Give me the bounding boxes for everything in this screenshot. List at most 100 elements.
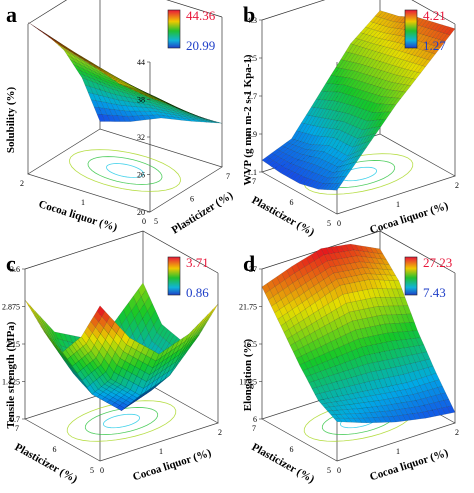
surface-cell xyxy=(32,310,42,323)
surface-cell xyxy=(119,83,128,88)
z-tick-label: 26 xyxy=(137,171,145,180)
surface-cell xyxy=(106,81,116,88)
floor-contour-c-2 xyxy=(84,407,159,435)
surface-cell xyxy=(384,13,393,21)
surface-cell xyxy=(81,377,91,388)
surface-cell xyxy=(289,272,298,284)
surface-cell xyxy=(325,367,334,377)
colorbar-a xyxy=(167,9,181,49)
surface-cell xyxy=(393,397,402,404)
surface-cell xyxy=(277,315,286,327)
surface-cell xyxy=(318,399,327,405)
surface-cell xyxy=(81,59,90,65)
surface-cell xyxy=(350,155,359,164)
surface-cell xyxy=(121,317,130,334)
surface-cell xyxy=(94,67,103,74)
surface-cell xyxy=(440,25,450,34)
y-tick-label: 7 xyxy=(226,172,230,181)
surface-cell xyxy=(97,94,107,103)
surface-cell xyxy=(126,401,135,408)
surface-cell xyxy=(367,133,377,142)
surface-cell xyxy=(104,73,113,79)
surface-cell xyxy=(36,27,46,34)
surface-cell xyxy=(142,355,152,366)
surface-cell xyxy=(101,397,111,403)
surface-cell xyxy=(38,29,47,36)
surface-cell xyxy=(324,183,333,190)
surface-cell xyxy=(387,48,397,57)
surface-cell xyxy=(311,181,321,189)
surface-cell xyxy=(409,71,418,79)
x-tick-label: 0 xyxy=(100,466,104,475)
surface-cell xyxy=(392,415,402,423)
z-tick-label: 16.5 xyxy=(243,340,257,349)
surface-cell xyxy=(141,388,151,395)
surface-cell xyxy=(138,91,147,95)
surface-cell xyxy=(153,316,162,334)
surface-cell xyxy=(392,331,402,341)
surface-cell xyxy=(427,365,437,375)
floor-contour-a-3 xyxy=(69,149,181,192)
surface-cell xyxy=(289,151,298,158)
z-tick-label: 0.7 xyxy=(10,415,20,424)
surface-cell xyxy=(144,95,154,99)
surface-cell xyxy=(405,363,414,374)
chart-panel-d: d 6 11.25 16.5 21.75 27 0 1 2 5 6 7 Cocoa liquor (%… xyxy=(237,230,474,493)
surface-cell xyxy=(183,336,193,349)
surface-cell xyxy=(389,391,399,399)
surface-cell xyxy=(384,47,394,56)
chart-c-svg: c 0.7 1.425 2.15 2.875 3.6 0 1 2 5 6 7 Cocoa liquor… xyxy=(2,230,222,486)
y-axis-label: Plasticizer (%) xyxy=(250,441,317,486)
surface-cell xyxy=(139,92,148,97)
z-axis-label: Elongation (%) xyxy=(242,338,254,411)
surface-cell xyxy=(121,332,130,345)
surface-cell xyxy=(398,374,408,384)
surface-cell xyxy=(308,144,317,151)
surface-cell xyxy=(335,176,345,184)
surface-cell xyxy=(118,80,127,85)
chart-b-svg: b 1.1 1.9 2.7 3.5 4.3 0 1 2 5 6 7 Cocoa liquor (%) P… xyxy=(242,0,459,239)
x-tick-label: 1 xyxy=(396,447,400,456)
surface-cell xyxy=(298,154,307,161)
surface-cell xyxy=(95,71,104,79)
surface-cell xyxy=(359,141,369,151)
surface-cell xyxy=(138,102,148,108)
surface-cell xyxy=(388,397,397,405)
surface-cell xyxy=(396,83,405,92)
y-tick-label: 6 xyxy=(53,445,57,454)
surface-cell xyxy=(115,94,124,101)
surface-cell xyxy=(207,119,217,122)
z-axis-label: WVP (g mm m-2 s-1 Kpa-1) xyxy=(242,54,254,185)
surface-cell xyxy=(436,40,446,48)
surface-cell xyxy=(97,70,106,77)
y-tick-label: 6 xyxy=(290,445,294,454)
surface-cell xyxy=(419,42,429,51)
surface-cell xyxy=(332,396,342,402)
surface-cell xyxy=(165,102,175,107)
surface-cell xyxy=(392,97,402,105)
surface-cell xyxy=(364,49,373,58)
surface-cell xyxy=(83,59,92,66)
floor-contour-a-1 xyxy=(106,163,144,178)
surface-cell xyxy=(132,396,141,403)
y-axis-label: Plasticizer (%) xyxy=(170,189,236,236)
surface-cell xyxy=(417,50,427,58)
colorbar-min-label: 7.43 xyxy=(423,285,446,300)
surface-d xyxy=(261,243,456,424)
x-axis-label: Cocoa liquor (%) xyxy=(368,200,450,237)
surface-cell xyxy=(441,406,451,415)
surface-cell xyxy=(375,31,385,39)
z-axis-label: Tensile strength (MPa) xyxy=(5,321,17,428)
surface-cell xyxy=(381,386,391,394)
y-tick-label: 6 xyxy=(290,198,294,207)
surface-cell xyxy=(380,39,389,47)
surface-cell xyxy=(171,108,180,113)
surface-cell xyxy=(137,96,147,102)
surface-cell xyxy=(150,383,159,390)
surface-cell xyxy=(141,289,150,305)
surface-cell xyxy=(147,96,157,100)
surface-cell xyxy=(417,65,426,74)
surface-cell xyxy=(336,380,345,389)
top-edge-c xyxy=(24,230,219,274)
